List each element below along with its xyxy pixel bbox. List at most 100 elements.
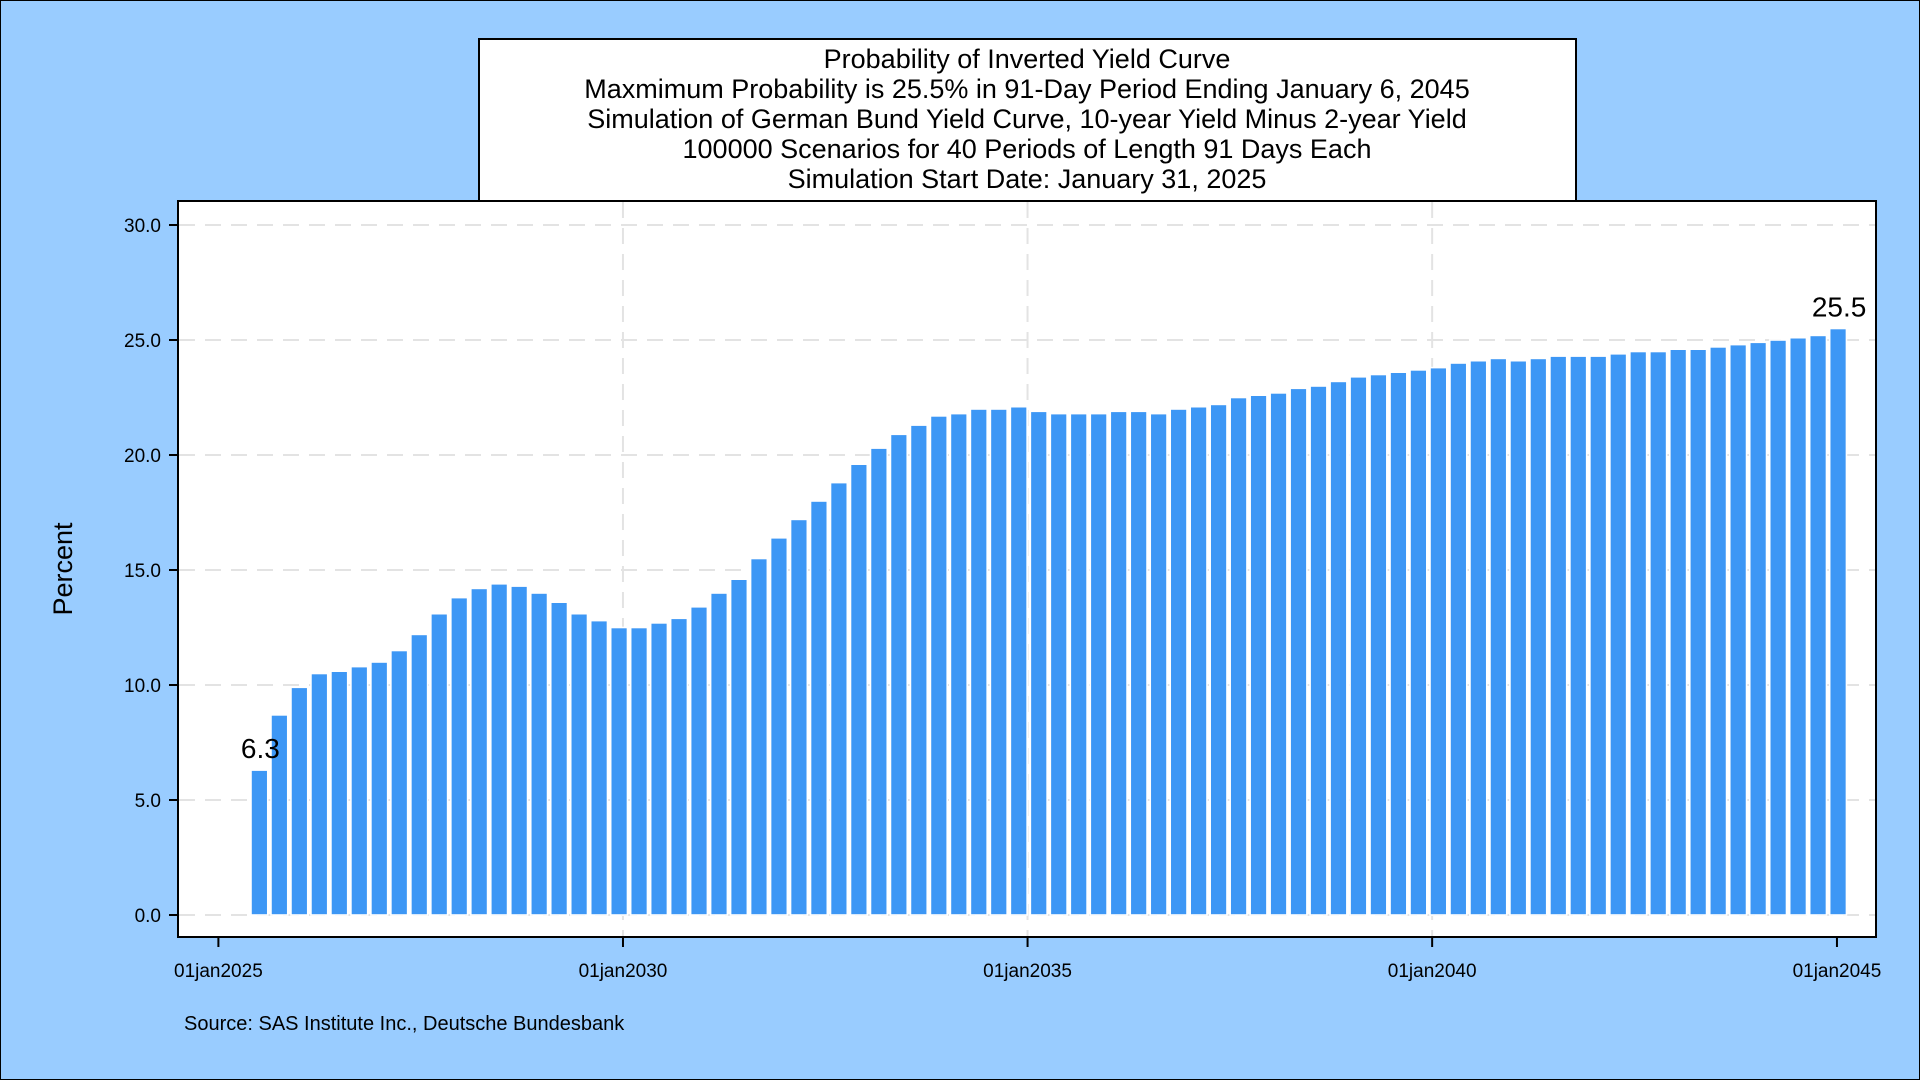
bar [1249, 394, 1268, 916]
x-tick-label: 01jan2040 [1388, 961, 1477, 982]
title-box-border [478, 38, 1577, 202]
bar [330, 670, 349, 916]
bar [1669, 348, 1688, 916]
axes: 0.0 5.0 10.0 15.0 20.0 25.0 30.0 01jan2025 01jan… [124, 216, 1881, 982]
bar [969, 408, 988, 916]
bar [1349, 375, 1368, 916]
bar [929, 415, 949, 916]
bar [689, 605, 709, 916]
bar [1788, 336, 1808, 916]
bars [250, 327, 1848, 916]
bar [1209, 403, 1228, 916]
bar [1429, 366, 1448, 916]
bar [1369, 373, 1388, 916]
bar [1409, 369, 1428, 916]
bar [809, 500, 829, 916]
bar [1728, 343, 1748, 916]
y-tick-label: 15.0 [124, 561, 161, 582]
bar [290, 686, 309, 916]
source-note: Source: SAS Institute Inc., Deutsche Bun… [184, 1013, 625, 1035]
bar [949, 412, 968, 916]
bar [489, 582, 509, 916]
bar [729, 578, 749, 916]
bar [1649, 350, 1668, 916]
bar [1589, 355, 1608, 916]
bar [569, 612, 589, 916]
bar [1629, 350, 1648, 916]
bar [769, 536, 789, 916]
bar [1828, 327, 1848, 916]
bar [1269, 392, 1288, 916]
bar [1069, 412, 1088, 916]
bar [1549, 355, 1568, 916]
x-tick-label: 01jan2035 [983, 961, 1072, 982]
bar [1609, 352, 1628, 916]
bar [1449, 362, 1468, 916]
bar [250, 769, 269, 916]
bar [1229, 396, 1248, 916]
bar [430, 612, 449, 916]
bar [1489, 357, 1508, 916]
bar [1768, 339, 1788, 916]
bar [1389, 371, 1408, 916]
bar [589, 619, 609, 916]
bar [370, 661, 389, 916]
bar [470, 587, 489, 916]
bar [1808, 334, 1828, 916]
bar [1129, 410, 1148, 916]
bar [1169, 408, 1188, 916]
bar [989, 408, 1008, 916]
y-tick-label: 30.0 [124, 216, 161, 237]
title-line-4: 100000 Scenarios for 40 Periods of Lengt… [683, 134, 1372, 164]
bar [1309, 385, 1328, 916]
bar [1109, 410, 1128, 916]
bar [869, 447, 889, 916]
bar [1289, 387, 1308, 916]
bar [789, 518, 809, 916]
bar [849, 463, 869, 916]
bar [669, 617, 689, 916]
bar [709, 592, 729, 916]
bar [1688, 348, 1708, 916]
bar [350, 665, 369, 916]
title-line-2: Maxmimum Probability is 25.5% in 91-Day … [584, 74, 1469, 104]
bar [1189, 405, 1208, 916]
bar [1029, 410, 1048, 916]
bar [909, 424, 929, 916]
bar [270, 714, 289, 916]
bar [629, 626, 649, 916]
bar [609, 626, 629, 916]
title-box: Probability of Inverted Yield Curve Maxm… [478, 38, 1577, 202]
y-tick-label: 5.0 [135, 791, 161, 812]
y-tick-label: 10.0 [124, 676, 161, 697]
bar [1469, 359, 1488, 916]
bar [1708, 346, 1728, 916]
title-line-5: Simulation Start Date: January 31, 2025 [788, 164, 1267, 194]
bar [649, 622, 669, 916]
y-tick-label: 0.0 [135, 906, 161, 927]
bar [549, 601, 569, 916]
y-tick-label: 20.0 [124, 446, 161, 467]
bar [310, 672, 329, 916]
x-tick-label: 01jan2030 [579, 961, 668, 982]
bar [1748, 341, 1768, 916]
bar [1149, 412, 1168, 916]
bar [410, 633, 429, 916]
data-label: 6.3 [241, 733, 280, 764]
x-tick-label: 01jan2045 [1793, 961, 1882, 982]
bar [1089, 412, 1108, 916]
bar [829, 481, 849, 916]
bar [1569, 355, 1588, 916]
bar [390, 649, 409, 916]
bar [1509, 359, 1528, 916]
bar [889, 433, 909, 916]
data-label: 25.5 [1812, 292, 1867, 323]
bar [509, 585, 529, 916]
title-line-1: Probability of Inverted Yield Curve [824, 44, 1231, 74]
y-tick-label: 25.0 [124, 331, 161, 352]
bar [529, 592, 549, 916]
bar [749, 557, 769, 916]
title-line-3: Simulation of German Bund Yield Curve, 1… [587, 104, 1466, 134]
x-tick-label: 01jan2025 [174, 961, 263, 982]
